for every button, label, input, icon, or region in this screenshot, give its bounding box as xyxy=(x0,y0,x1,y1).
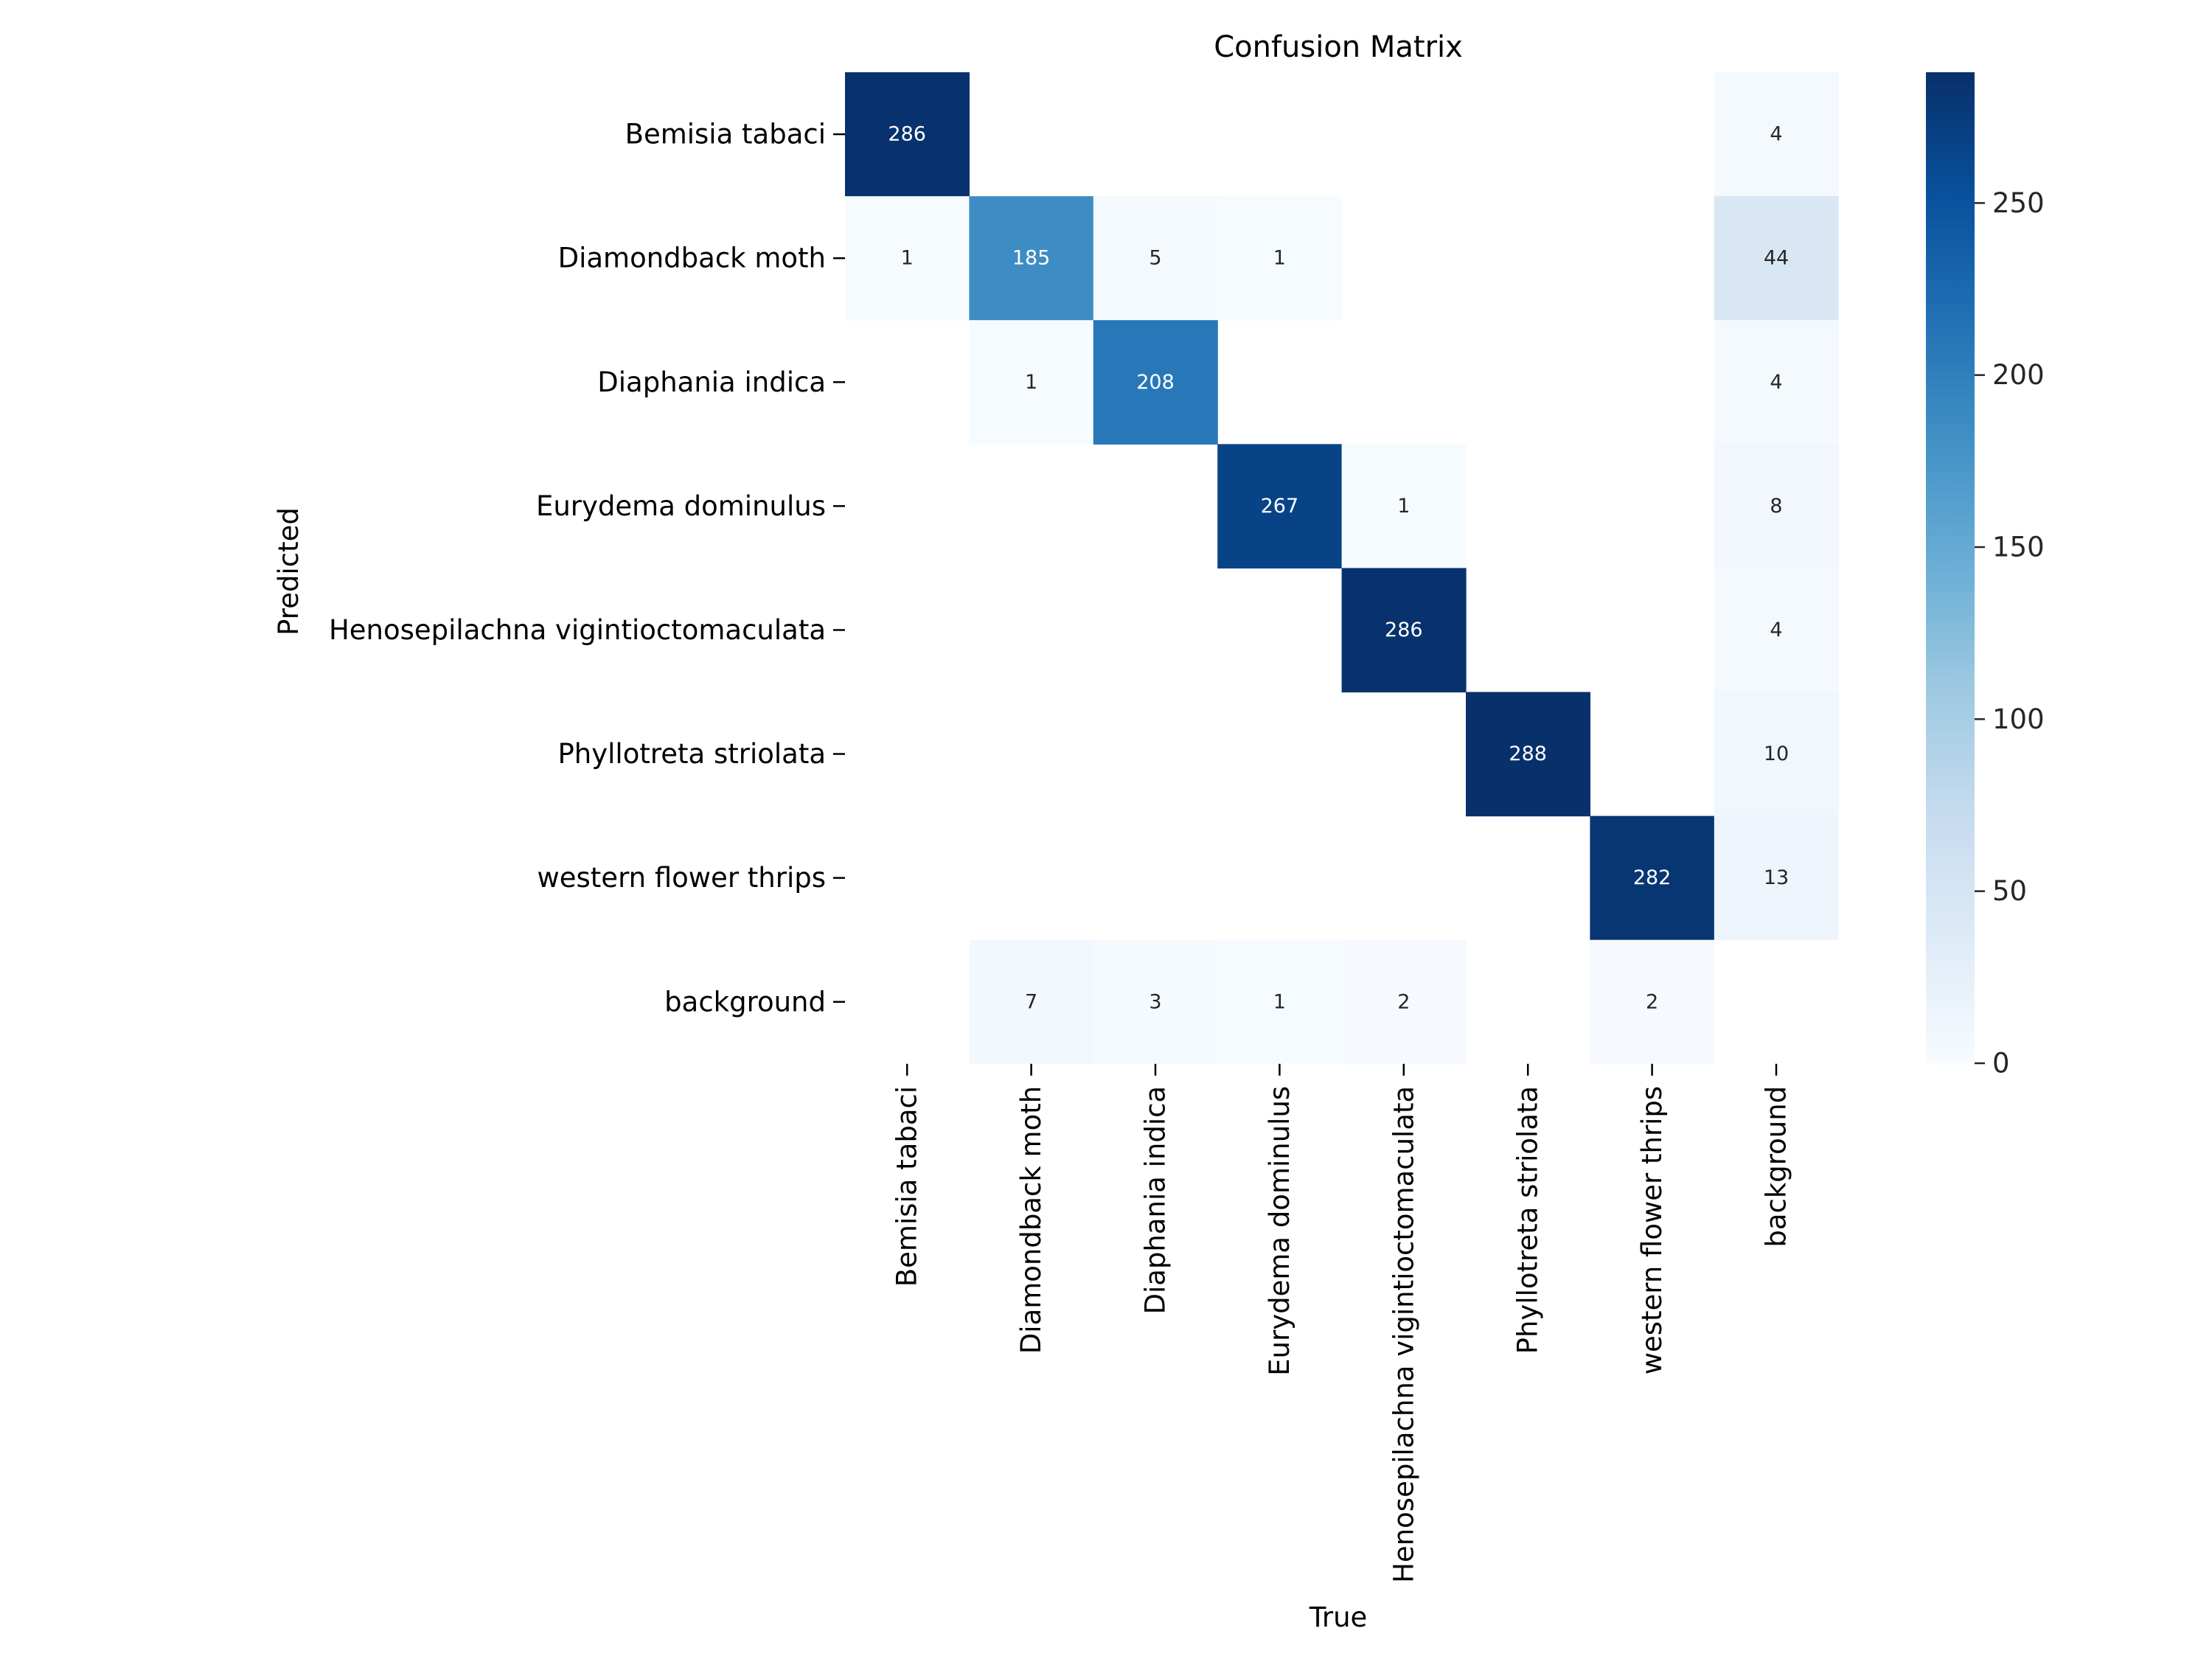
colorbar-tick-label: 50 xyxy=(1992,875,2027,907)
cell-values: 286 4 1 185 5 1 44 1 208 4 267 1 8 286 4 288 10 282 13 7 3 1 2… xyxy=(888,123,1789,1014)
cell-value-label: 4 xyxy=(1770,619,1782,641)
heatmap-cell xyxy=(1217,444,1343,568)
row-tick-label: Eurydema dominulus xyxy=(536,490,826,522)
col-tick-label: Diamondback moth xyxy=(1015,1086,1047,1354)
heatmap-cell xyxy=(1714,444,1839,568)
col-labels: Bemisia tabaci Diamondback moth Diaphania … xyxy=(891,1063,1792,1583)
col-tick-label: Diaphania indica xyxy=(1140,1086,1172,1315)
row-tick-label: western flower thrips xyxy=(538,862,827,894)
cell-value-label: 286 xyxy=(888,123,926,146)
cell-value-label: 1 xyxy=(1025,371,1037,394)
heatmap-cell xyxy=(1714,72,1839,197)
colorbar-tick-label: 150 xyxy=(1992,532,2045,563)
colorbar-gradient xyxy=(1926,72,1975,1063)
heatmap-cell xyxy=(1341,444,1467,568)
colorbar: 0 50 100 150 200 250 xyxy=(1926,72,2045,1079)
heatmap-cell xyxy=(1093,939,1218,1065)
cell-value-label: 208 xyxy=(1136,371,1175,394)
heatmap-cell xyxy=(1714,692,1839,817)
cell-value-label: 10 xyxy=(1764,742,1789,765)
heatmap-cell xyxy=(1341,568,1467,693)
cell-value-label: 8 xyxy=(1770,495,1782,518)
cell-value-label: 4 xyxy=(1770,371,1782,394)
cell-value-label: 1 xyxy=(1397,495,1410,518)
colorbar-tick-label: 200 xyxy=(1992,359,2045,391)
cell-value-label: 286 xyxy=(1385,619,1423,641)
cell-value-label: 44 xyxy=(1764,247,1789,270)
col-tick-label: Henosepilachna vigintioctomaculata xyxy=(1388,1086,1419,1583)
heatmap-cells xyxy=(845,72,1839,1065)
colorbar-ticks: 0 50 100 150 200 250 xyxy=(1975,187,2045,1079)
heatmap-cell xyxy=(1093,320,1218,445)
heatmap-cell xyxy=(1714,320,1839,445)
heatmap-cell xyxy=(1093,196,1218,321)
y-axis-title: Predicted xyxy=(273,507,305,636)
row-tick-label: Henosepilachna vigintioctomaculata xyxy=(329,614,826,646)
cell-value-label: 282 xyxy=(1633,866,1672,889)
col-tick-label: Phyllotreta striolata xyxy=(1512,1086,1544,1354)
heatmap-cell xyxy=(969,196,1094,321)
row-labels: Bemisia tabaci Diamondback moth Diaphania … xyxy=(329,119,845,1018)
heatmap-cell xyxy=(845,196,970,321)
cell-value-label: 4 xyxy=(1770,123,1782,146)
heatmap-cell xyxy=(1466,692,1590,817)
heatmap-cell xyxy=(1341,939,1467,1065)
cell-value-label: 1 xyxy=(901,247,914,270)
heatmap-cell xyxy=(1217,196,1343,321)
row-tick-label: background xyxy=(664,986,826,1018)
colorbar-tick-label: 0 xyxy=(1992,1048,2010,1079)
cell-value-label: 1 xyxy=(1273,247,1286,270)
cell-value-label: 2 xyxy=(1646,990,1658,1013)
colorbar-tick-label: 250 xyxy=(1992,187,2045,219)
heatmap-cell xyxy=(845,72,970,197)
x-axis-title: True xyxy=(1309,1601,1368,1633)
heatmap-cell xyxy=(1217,939,1343,1065)
heatmap-cell xyxy=(1590,815,1715,941)
heatmap-cell xyxy=(969,320,1094,445)
cell-value-label: 2 xyxy=(1397,990,1410,1013)
cell-value-label: 13 xyxy=(1764,866,1789,889)
row-tick-label: Diaphania indica xyxy=(597,366,826,398)
col-tick-label: background xyxy=(1761,1086,1792,1248)
cell-value-label: 5 xyxy=(1149,247,1161,270)
col-tick-label: Bemisia tabaci xyxy=(891,1086,923,1287)
row-tick-label: Diamondback moth xyxy=(558,243,826,274)
colorbar-tick-label: 100 xyxy=(1992,703,2045,735)
heatmap-cell xyxy=(969,939,1094,1065)
heatmap-cell xyxy=(1714,815,1839,941)
row-tick-label: Bemisia tabaci xyxy=(625,119,826,150)
cell-value-label: 7 xyxy=(1025,990,1037,1013)
heatmap-cell xyxy=(1714,196,1839,321)
cell-value-label: 3 xyxy=(1149,990,1161,1013)
row-tick-label: Phyllotreta striolata xyxy=(557,738,826,770)
cell-value-label: 267 xyxy=(1261,495,1299,518)
col-tick-label: Eurydema dominulus xyxy=(1264,1086,1295,1376)
chart-title: Confusion Matrix xyxy=(1214,30,1463,64)
heatmap-cell xyxy=(1590,939,1715,1065)
col-tick-label: western flower thrips xyxy=(1636,1086,1668,1375)
cell-value-label: 1 xyxy=(1273,990,1286,1013)
heatmap-cell xyxy=(1714,568,1839,693)
cell-value-label: 288 xyxy=(1509,742,1547,765)
cell-value-label: 185 xyxy=(1012,247,1051,270)
